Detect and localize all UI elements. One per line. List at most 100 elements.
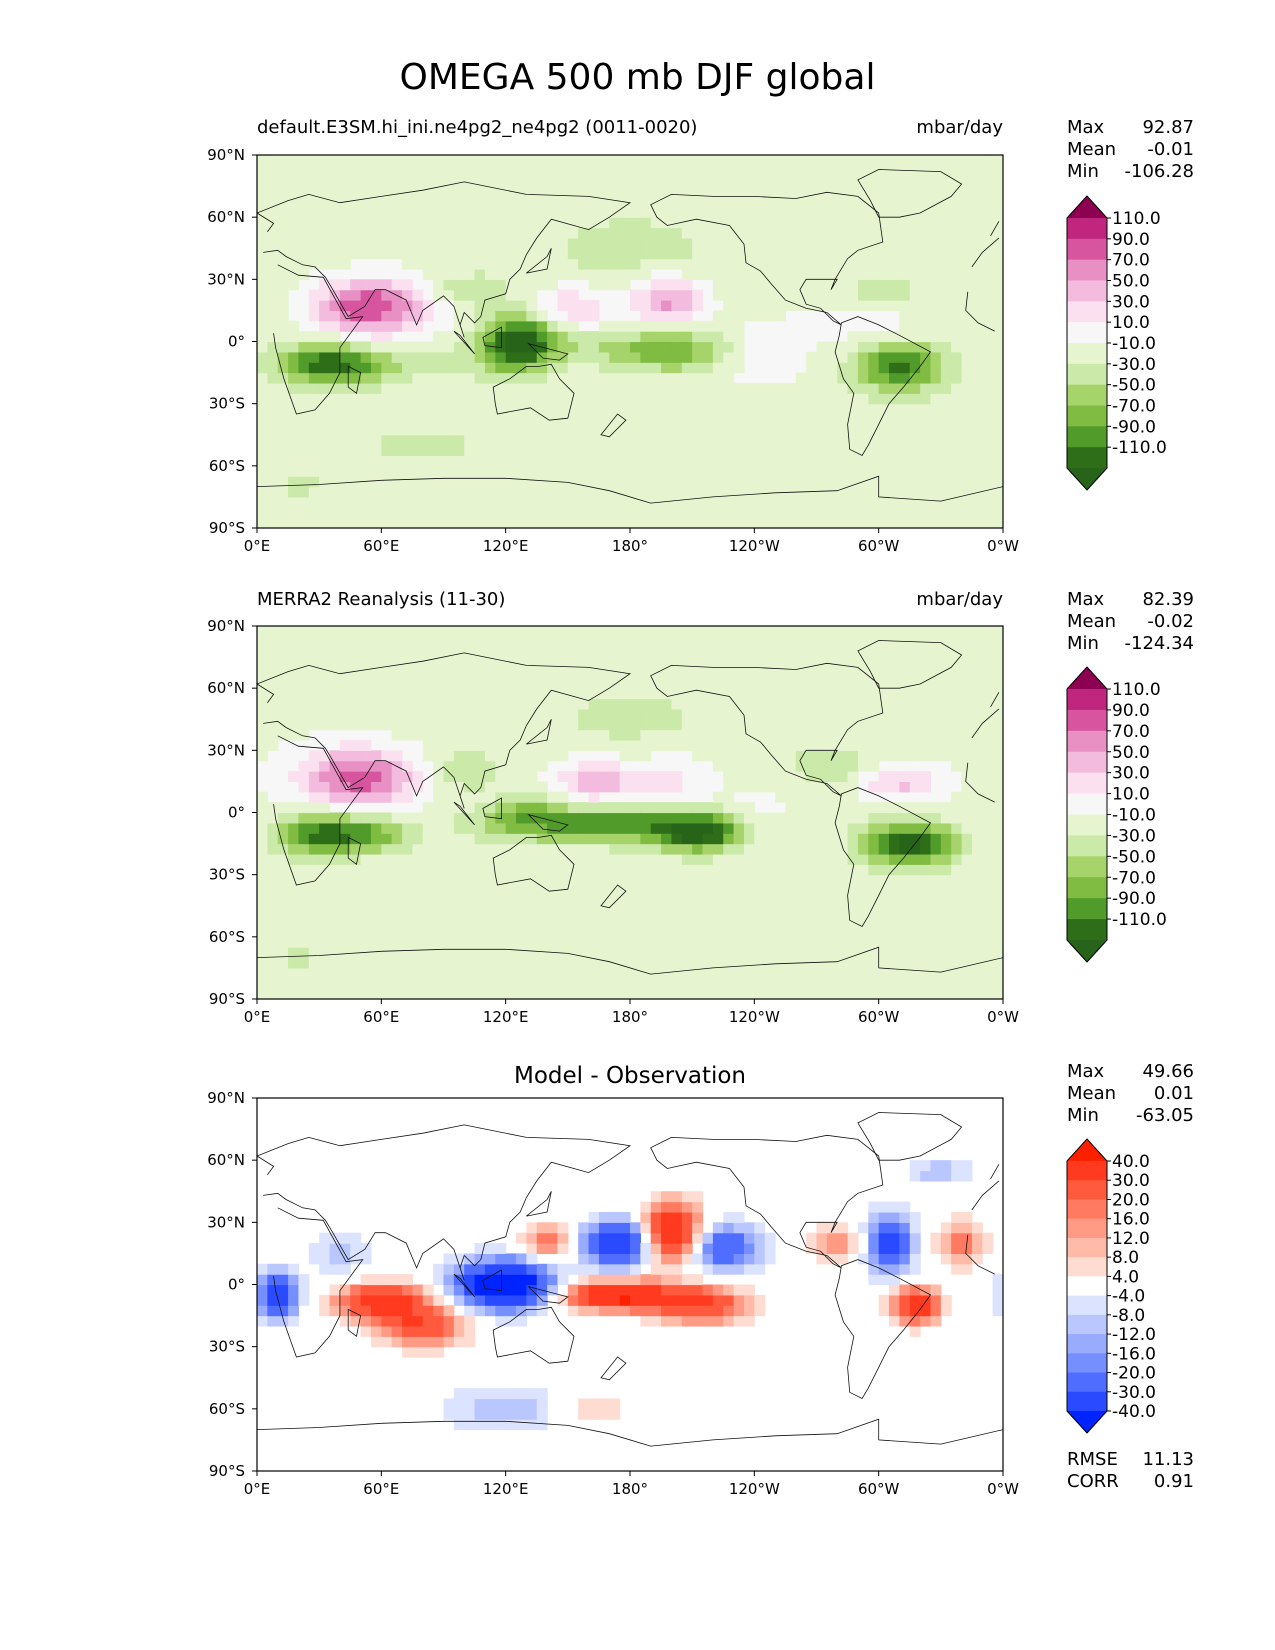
contour-cell xyxy=(339,155,351,166)
contour-cell xyxy=(733,320,745,332)
contour-cell xyxy=(785,885,797,896)
contour-cell xyxy=(619,382,631,394)
contour-cell xyxy=(795,936,807,948)
contour-cell xyxy=(909,729,921,741)
contour-cell xyxy=(391,688,403,700)
contour-cell xyxy=(433,455,445,467)
contour-cell xyxy=(505,486,517,498)
contour-cell xyxy=(650,626,662,637)
contour-cell xyxy=(495,320,507,332)
contour-cell xyxy=(433,196,445,208)
contour-cell xyxy=(381,310,393,322)
contour-cell xyxy=(505,853,517,865)
contour-cell xyxy=(412,445,424,457)
contour-cell xyxy=(588,196,600,208)
contour-cell xyxy=(951,268,963,280)
contour-cell xyxy=(360,833,372,845)
contour-cell xyxy=(381,677,393,689)
contour-cell xyxy=(650,988,662,999)
contour-cell xyxy=(868,864,880,876)
contour-cell xyxy=(951,978,963,990)
contour-cell xyxy=(609,895,621,907)
contour-cell xyxy=(795,289,807,301)
contour-cell xyxy=(484,988,496,999)
contour-cell xyxy=(754,677,766,689)
contour-cell xyxy=(650,874,662,886)
contour-cell xyxy=(951,667,963,679)
contour-cell xyxy=(350,175,362,187)
contour-cell xyxy=(837,926,849,938)
contour-cell xyxy=(878,165,890,177)
contour-cell xyxy=(795,802,807,814)
contour-cell xyxy=(505,926,517,938)
contour-cell xyxy=(536,455,548,467)
contour-cell xyxy=(909,657,921,669)
contour-cell xyxy=(578,802,590,814)
contour-cell xyxy=(961,812,973,824)
contour-cell xyxy=(857,445,869,457)
contour-cell xyxy=(857,864,869,876)
contour-cell xyxy=(329,760,341,772)
contour-cell xyxy=(754,626,766,637)
contour-cell xyxy=(961,165,973,177)
contour-cell xyxy=(630,268,641,280)
contour-cell xyxy=(930,833,942,845)
contour-cell xyxy=(650,677,662,689)
contour-cell xyxy=(889,719,900,731)
contour-cell xyxy=(402,248,414,260)
contour-cell xyxy=(339,175,351,187)
contour-cell xyxy=(516,196,527,208)
contour-cell xyxy=(598,646,610,658)
contour-cell xyxy=(474,476,486,488)
contour-cell xyxy=(578,414,590,425)
contour-cell xyxy=(339,517,351,528)
contour-cell xyxy=(567,833,579,845)
contour-cell xyxy=(484,382,496,394)
stat-value: 0.01 xyxy=(1153,1083,1194,1104)
contour-cell xyxy=(339,760,351,772)
contour-cell xyxy=(982,382,994,394)
contour-cell xyxy=(826,874,838,886)
contour-cell xyxy=(474,248,486,260)
contour-cell xyxy=(640,217,652,229)
contour-cell xyxy=(588,351,600,363)
contour-cell xyxy=(733,771,745,783)
contour-cell xyxy=(505,729,517,741)
contour-cell xyxy=(733,760,745,772)
contour-cell xyxy=(837,445,849,457)
contour-cell xyxy=(837,957,849,969)
contour-cell xyxy=(536,667,548,679)
contour-cell xyxy=(453,155,465,166)
contour-cell xyxy=(868,812,880,824)
contour-cell xyxy=(474,760,486,772)
contour-cell xyxy=(806,729,818,741)
contour-cell xyxy=(402,393,414,405)
contour-cell xyxy=(723,677,735,689)
contour-cell xyxy=(971,760,983,772)
contour-cell xyxy=(816,853,828,865)
contour-cell xyxy=(650,434,662,446)
contour-cell xyxy=(630,403,641,415)
contour-cell xyxy=(578,739,590,751)
contour-cell xyxy=(650,217,662,229)
contour-cell xyxy=(795,258,807,270)
contour-cell xyxy=(298,434,310,446)
contour-cell xyxy=(847,771,859,783)
contour-cell xyxy=(298,729,310,741)
contour-cell xyxy=(702,196,714,208)
contour-cell xyxy=(733,812,745,824)
contour-cell xyxy=(267,874,279,886)
contour-cell xyxy=(712,978,724,990)
contour-cell xyxy=(464,403,476,415)
contour-cell xyxy=(640,258,652,270)
contour-cell xyxy=(671,486,683,498)
contour-cell xyxy=(484,455,496,467)
contour-cell xyxy=(868,455,880,467)
contour-cell xyxy=(339,382,351,394)
contour-cell xyxy=(350,874,362,886)
contour-cell xyxy=(370,237,382,249)
contour-cell xyxy=(847,414,859,425)
contour-cell xyxy=(889,434,900,446)
contour-cell xyxy=(412,434,424,446)
contour-cell xyxy=(360,874,372,886)
